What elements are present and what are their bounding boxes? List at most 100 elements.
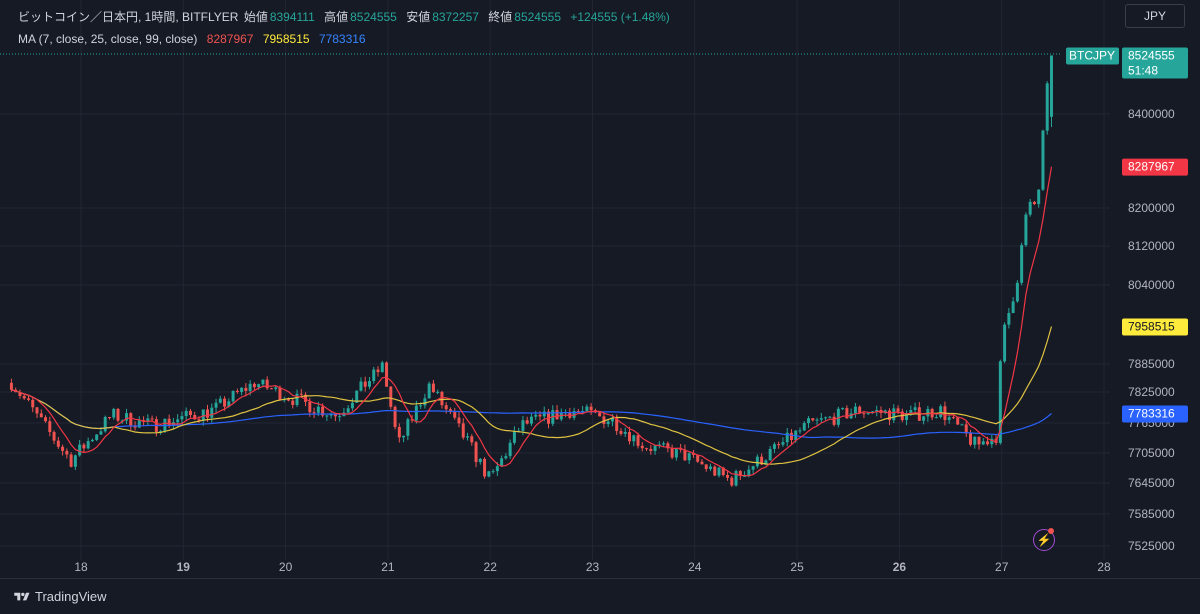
candle-body (824, 417, 828, 419)
time-tick-label: 28 (1097, 560, 1111, 574)
ma7-line (11, 166, 1053, 477)
time-tick-label: 18 (74, 560, 88, 574)
candle-body (973, 436, 977, 445)
candle-body (602, 416, 606, 424)
time-tick-label: 26 (893, 560, 907, 574)
price-tick-label: 8120000 (1128, 239, 1175, 253)
candle-body (265, 379, 269, 389)
candle-body (508, 442, 512, 457)
candle-body (137, 420, 141, 428)
candle-body (393, 406, 397, 428)
candle-body (180, 416, 184, 420)
candle-body (18, 392, 22, 396)
candle-body (853, 406, 857, 414)
candle-body (48, 421, 52, 433)
candle-body (197, 419, 201, 421)
candle-body (798, 430, 802, 432)
candle-body (321, 406, 325, 416)
price-tick-label: 8200000 (1128, 201, 1175, 215)
symbol-tag-label: BTCJPY (1069, 48, 1115, 62)
time-tick-label: 27 (995, 560, 1009, 574)
price-chart[interactable]: 8400000 8200000 8120000 8040000 7885000 78250… (0, 0, 1200, 578)
candle-body (338, 416, 342, 418)
currency-button[interactable]: JPY (1125, 4, 1185, 28)
candle-body (875, 410, 879, 412)
candle-body (555, 410, 559, 420)
candle-body (653, 445, 657, 451)
candle-body (934, 417, 938, 419)
time-tick-label: 19 (177, 560, 191, 574)
candle-body (363, 381, 367, 387)
candle-body (9, 382, 13, 390)
candle-body (206, 409, 210, 418)
time-tick-label: 24 (688, 560, 702, 574)
candle-body (470, 436, 474, 443)
candle-body (240, 387, 244, 392)
candle-body (730, 477, 734, 486)
candle-body (1011, 301, 1015, 314)
candle-body (329, 414, 333, 416)
candle-body (819, 418, 823, 420)
candle-body (444, 405, 448, 410)
brand[interactable]: TradingView (14, 589, 107, 604)
last-price-tag (1122, 47, 1188, 79)
candle-body (380, 362, 384, 373)
candle-body (538, 414, 542, 417)
candle-body (679, 448, 683, 450)
candle-body (436, 391, 440, 393)
candle-body (721, 467, 725, 476)
candle-body (457, 417, 461, 424)
candle-body (389, 386, 393, 407)
candle-body (299, 393, 303, 395)
candle-body (892, 408, 896, 421)
candle-body (478, 458, 482, 463)
candle-body (691, 453, 695, 455)
candle-body (576, 411, 580, 413)
candle-body (807, 418, 811, 424)
ma25-value: 7958515 (262, 32, 310, 46)
candle-body (713, 466, 717, 476)
candle-body (781, 442, 785, 445)
candle-body (125, 413, 129, 421)
candle-body (913, 407, 917, 411)
candle-body (998, 361, 1002, 443)
notification-dot (1048, 528, 1054, 534)
candle-body (670, 448, 674, 458)
candle-body (628, 431, 631, 442)
candle-body (836, 408, 840, 425)
candle-body (947, 417, 951, 421)
candle-body (163, 418, 167, 432)
candle-body (78, 444, 82, 456)
candle-body (223, 398, 227, 407)
candle-body (248, 383, 252, 391)
candle-body (960, 424, 964, 426)
candle-body (325, 415, 329, 417)
candle-body (402, 435, 406, 438)
open-value: 8394111 (269, 10, 315, 24)
candle-body (542, 411, 546, 417)
candle-body (858, 406, 862, 414)
candle-body (964, 424, 968, 434)
candle-body (90, 439, 94, 442)
candle-body (610, 418, 614, 422)
candle-body (99, 431, 103, 435)
candle-body (26, 398, 30, 400)
candle-body (785, 432, 789, 443)
candle-body (747, 469, 751, 476)
flash-icon[interactable]: ⚡ (1033, 529, 1055, 551)
candle-body (704, 464, 708, 470)
candle-body (969, 433, 972, 445)
candle-body (466, 436, 470, 438)
candle-body (529, 416, 533, 424)
candle-body (150, 418, 154, 420)
candle-body (1028, 201, 1032, 215)
candle-body (440, 391, 444, 406)
candle-body (951, 417, 955, 419)
time-tick-label: 21 (381, 560, 395, 574)
price-tick-label: 8040000 (1128, 278, 1175, 292)
candle-body (406, 419, 410, 436)
ma99-tag-value: 7783316 (1128, 407, 1175, 421)
candle-body (640, 445, 644, 449)
candle-body (188, 410, 192, 416)
chart-grid (0, 0, 1110, 560)
